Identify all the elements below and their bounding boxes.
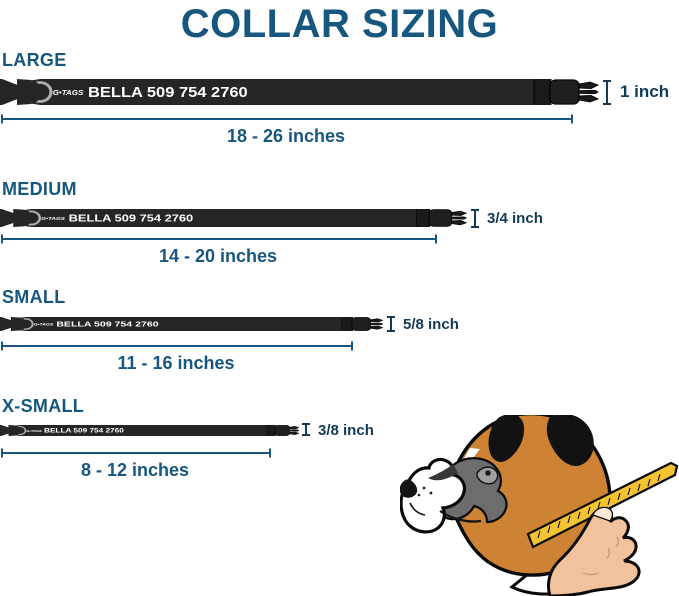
svg-text:BELLA 509 754 2760: BELLA 509 754 2760 — [44, 427, 124, 435]
svg-text:G•TAGS: G•TAGS — [41, 217, 65, 222]
svg-text:G•TAGS: G•TAGS — [53, 89, 84, 97]
svg-text:BELLA 509 754 2760: BELLA 509 754 2760 — [56, 320, 158, 328]
svg-text:BELLA 509 754 2760: BELLA 509 754 2760 — [69, 214, 194, 224]
svg-text:G•TAGS: G•TAGS — [34, 322, 54, 326]
svg-text:G•TAGS: G•TAGS — [26, 429, 42, 432]
svg-text:BELLA 509 754 2760: BELLA 509 754 2760 — [88, 85, 248, 101]
